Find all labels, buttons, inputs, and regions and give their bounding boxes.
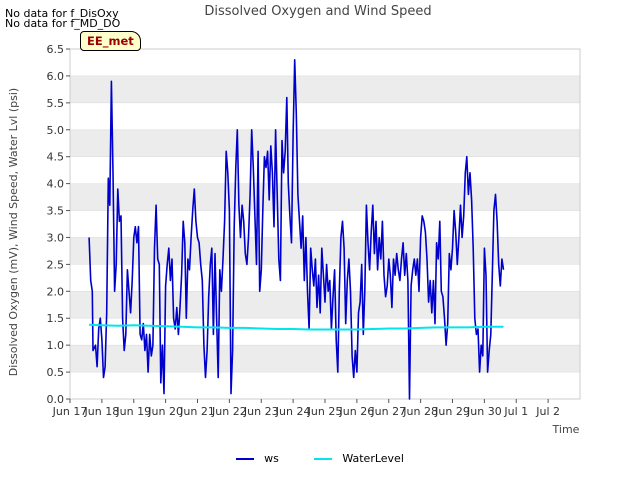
x-tick-label: Jun 19	[115, 405, 151, 418]
y-tick-label: 5.5	[47, 97, 65, 110]
legend-item-ws: ws	[236, 452, 279, 465]
x-tick-label: Jun 27	[370, 405, 406, 418]
y-tick-label: 6.5	[47, 43, 65, 56]
station-tag: EE_met	[80, 31, 141, 51]
series-line-ws	[88, 59, 505, 400]
x-tick-label: Jun 18	[84, 405, 120, 418]
x-tick-label: Jun 28	[402, 405, 438, 418]
background-band	[70, 237, 580, 265]
x-tick-label: Jun 26	[339, 405, 375, 418]
x-tick-label: Jun 29	[434, 405, 470, 418]
x-tick-label: Jun 20	[147, 405, 183, 418]
y-tick-label: 2.0	[47, 285, 65, 298]
x-tick-label: Jun 30	[466, 405, 502, 418]
chart-title: Dissolved Oxygen and Wind Speed	[204, 4, 431, 19]
legend-label-ws: ws	[264, 452, 279, 465]
y-tick-label: 6.0	[47, 70, 65, 83]
background-band	[70, 183, 580, 211]
background-band	[70, 129, 580, 157]
x-tick-label: Jun 24	[275, 405, 311, 418]
y-tick-label: 4.0	[47, 178, 65, 191]
y-tick-label: 4.5	[47, 151, 65, 164]
x-tick-label: Jul 1	[503, 405, 528, 418]
y-tick-label: 0.0	[47, 393, 65, 406]
y-tick-label: 1.5	[47, 312, 65, 325]
background-band	[70, 345, 580, 373]
y-tick-label: 3.0	[47, 231, 65, 244]
x-tick-label: Jun 22	[211, 405, 247, 418]
no-data-note-md-do: No data for f_MD_DO	[5, 17, 121, 30]
legend-item-waterlevel: WaterLevel	[314, 452, 404, 465]
x-tick-label: Jun 25	[307, 405, 343, 418]
y-tick-label: 5.0	[47, 124, 65, 137]
legend-swatch-ws	[236, 458, 255, 460]
x-tick-label: Jun 23	[243, 405, 279, 418]
legend-label-waterlevel: WaterLevel	[342, 452, 404, 465]
series-line-waterlevel	[89, 323, 504, 331]
background-band	[70, 75, 580, 103]
y-tick-label: 0.5	[47, 366, 65, 379]
y-tick-label: 1.0	[47, 339, 65, 352]
y-tick-label: 2.5	[47, 258, 65, 271]
y-axis-label: Dissolved Oxygen (mV), Wind Speed, Water…	[7, 88, 20, 376]
y-tick-label: 3.5	[47, 205, 65, 218]
legend-swatch-waterlevel	[314, 458, 333, 460]
x-tick-label: Jul 2	[535, 405, 560, 418]
legend: ws WaterLevel	[0, 452, 640, 465]
x-tick-label: Jun 21	[179, 405, 215, 418]
no-data-note-disoxy: No data for f_DisOxy	[5, 7, 119, 20]
x-axis-label: Time	[552, 423, 580, 436]
x-tick-label: Jun 17	[52, 405, 88, 418]
